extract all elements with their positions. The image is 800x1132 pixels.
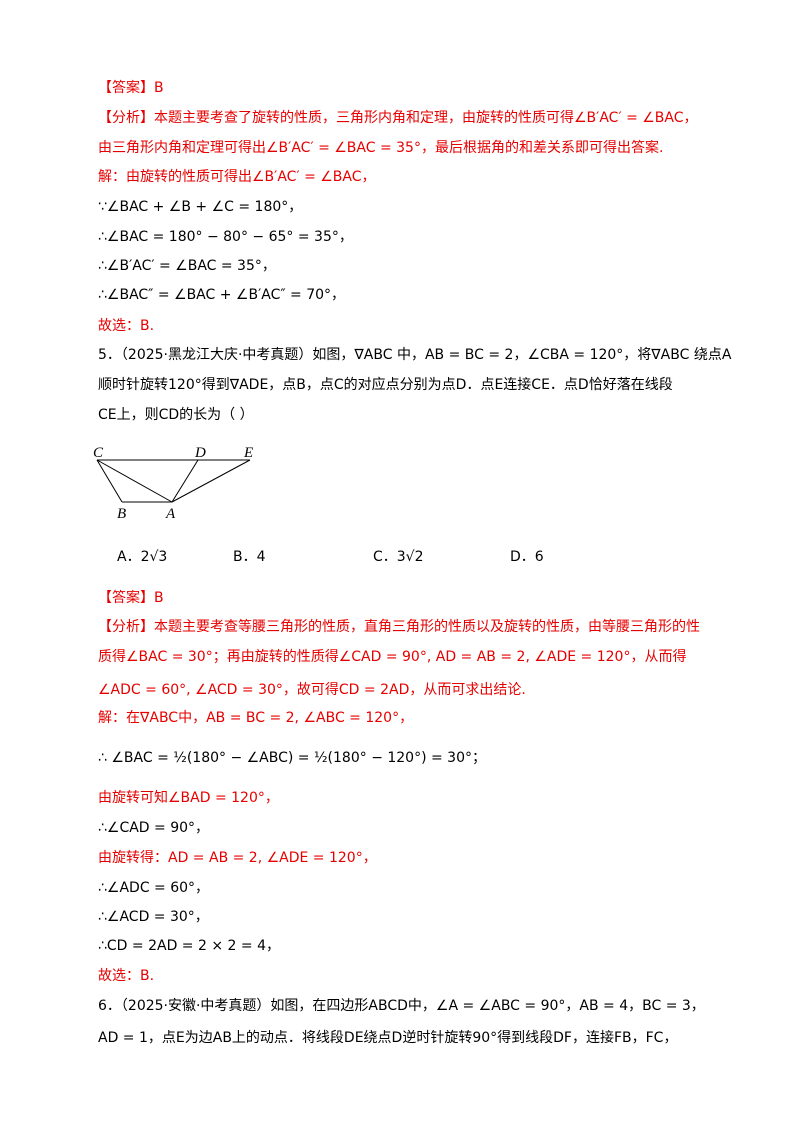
text-line: 故选：B. bbox=[98, 968, 155, 984]
text-line: ∴∠BAC″ = ∠BAC + ∠B′AC″ = 70°， bbox=[98, 287, 346, 303]
point-label: D bbox=[194, 445, 206, 461]
point-label: A bbox=[165, 506, 176, 522]
text-line: 解：在∇ABC中，AB = BC = 2, ∠ABC = 120°， bbox=[98, 710, 414, 726]
text-line: ∴CD = 2AD = 2 × 2 = 4， bbox=[98, 938, 280, 954]
option: B．4 bbox=[233, 549, 266, 565]
text-line: 【答案】B bbox=[98, 80, 164, 96]
text-line: ∵∠BAC + ∠B + ∠C = 180°， bbox=[98, 199, 303, 215]
point-label: B bbox=[117, 506, 126, 522]
text-line: ∠ADC = 60°, ∠ACD = 30°，故可得CD = 2AD，从而可求出… bbox=[98, 682, 526, 698]
text-line: 由旋转可知∠BAD = 120°， bbox=[98, 790, 279, 806]
text-line: 5．（2025·黑龙江大庆·中考真题）如图，∇ABC 中，AB = BC = 2… bbox=[98, 347, 732, 363]
text-line: CE上，则CD的长为（ ） bbox=[98, 407, 254, 423]
text-line: 顺时针旋转120°得到∇ADE，点B，点C的对应点分别为点D．点E连接CE．点D… bbox=[98, 377, 673, 393]
point-label: E bbox=[243, 445, 253, 461]
point-label: C bbox=[93, 445, 104, 461]
text-line: ∴ ∠BAC = ½(180° − ∠ABC) = ½(180° − 120°)… bbox=[98, 750, 487, 766]
text-line: 质得∠BAC = 30°；再由旋转的性质得∠CAD = 90°, AD = AB… bbox=[98, 649, 687, 665]
text-line: 【分析】本题主要考查了旋转的性质，三角形内角和定理，由旋转的性质可得∠B′AC′… bbox=[98, 110, 698, 126]
option: C．3√2 bbox=[373, 549, 424, 565]
text-line: ∴∠CAD = 90°， bbox=[98, 820, 210, 836]
text-line: ∴∠BAC = 180° − 80° − 65° = 35°， bbox=[98, 229, 353, 245]
text-line: AD = 1，点E为边AB上的动点．将线段DE绕点D逆时针旋转90°得到线段DF… bbox=[98, 1030, 678, 1046]
option: A．2√3 bbox=[117, 549, 168, 565]
text-line: ∴∠ADC = 60°， bbox=[98, 880, 210, 896]
text-line: 由三角形内角和定理可得出∠B′AC′ = ∠BAC = 35°，最后根据角的和差… bbox=[98, 140, 664, 156]
option: D．6 bbox=[510, 549, 544, 565]
text-line: 【分析】本题主要考查等腰三角形的性质，直角三角形的性质以及旋转的性质，由等腰三角… bbox=[98, 619, 700, 635]
figure-lines bbox=[96, 459, 251, 503]
text-line: 由旋转得：AD = AB = 2, ∠ADE = 120°， bbox=[98, 850, 377, 866]
text-line: ∴∠B′AC′ = ∠BAC = 35°， bbox=[98, 258, 276, 274]
text-line: 【答案】B bbox=[98, 590, 164, 606]
text-line: 故选：B. bbox=[98, 318, 155, 334]
text-line: 解：由旋转的性质可得出∠B′AC′ = ∠BAC， bbox=[98, 169, 376, 185]
text-line: 6．（2025·安徽·中考真题）如图，在四边形ABCD中，∠A = ∠ABC =… bbox=[98, 998, 705, 1014]
text-line: ∴∠ACD = 30°， bbox=[98, 909, 209, 925]
